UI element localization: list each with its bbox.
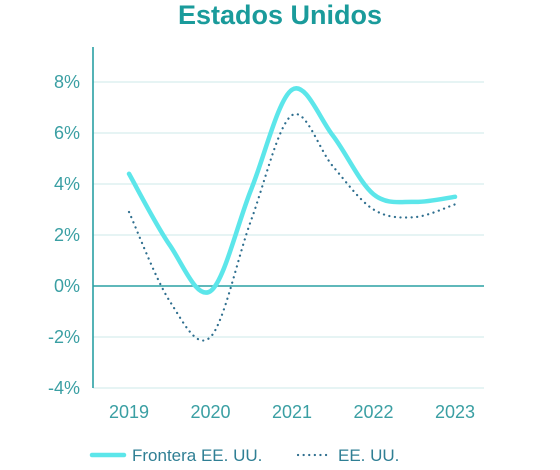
axes [92,47,484,388]
y-tick-label: 8% [54,72,80,92]
series-lines [126,86,458,342]
legend-label: Frontera EE. UU. [132,446,262,465]
series-line-ee-uu [127,112,457,342]
gridlines [93,81,484,389]
x-tick-label: 2020 [190,402,230,422]
x-tick-label: 2021 [272,402,312,422]
y-tick-label: 6% [54,123,80,143]
x-tick-labels: 2019 2020 2021 2022 2023 [109,402,475,422]
legend: Frontera EE. UU. EE. UU. [89,446,399,465]
x-tick-label: 2019 [109,402,149,422]
y-tick-label: 2% [54,225,80,245]
y-tick-labels: 8% 6% 4% 2% 0% -2% -4% [48,72,80,398]
y-tick-label: 0% [54,276,80,296]
legend-label: EE. UU. [338,446,399,465]
x-tick-label: 2022 [353,402,393,422]
y-tick-label: -2% [48,327,80,347]
series-line-frontera-ee-uu [126,86,458,295]
y-tick-label: -4% [48,378,80,398]
y-tick-label: 4% [54,174,80,194]
chart-title: Estados Unidos [178,0,382,30]
x-tick-label: 2023 [435,402,475,422]
